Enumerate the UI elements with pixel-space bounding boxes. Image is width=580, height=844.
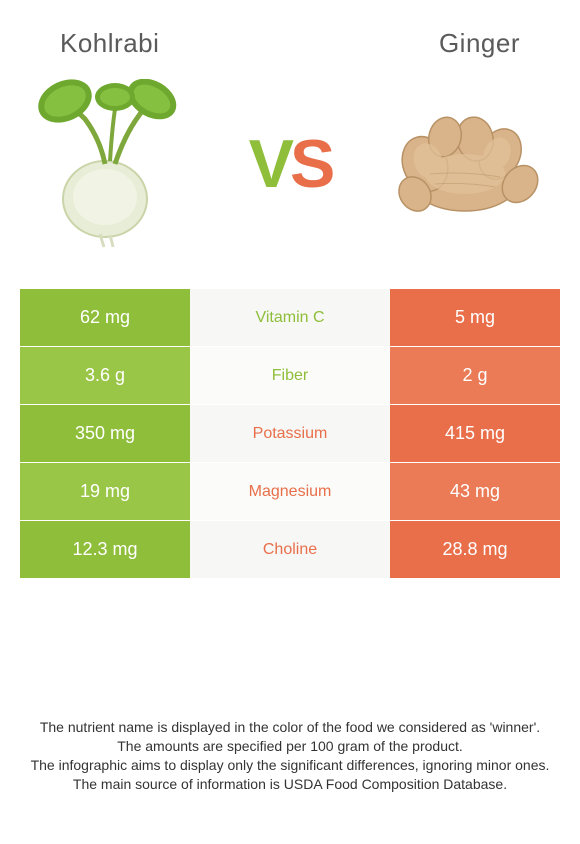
footnote-line: The main source of information is USDA F… xyxy=(20,775,560,794)
right-value: 5 mg xyxy=(390,289,560,346)
food-title-left: Kohlrabi xyxy=(60,28,159,59)
right-value: 415 mg xyxy=(390,405,560,462)
vs-label: VS xyxy=(249,125,332,203)
table-row: 3.6 g Fiber 2 g xyxy=(20,347,560,405)
nutrient-label: Vitamin C xyxy=(190,289,390,346)
left-value: 3.6 g xyxy=(20,347,190,404)
table-row: 350 mg Potassium 415 mg xyxy=(20,405,560,463)
footnotes: The nutrient name is displayed in the co… xyxy=(0,718,580,794)
kohlrabi-image xyxy=(30,79,200,249)
nutrient-label: Potassium xyxy=(190,405,390,462)
footnote-line: The nutrient name is displayed in the co… xyxy=(20,718,560,737)
vs-s: S xyxy=(290,126,331,202)
footnote-line: The amounts are specified per 100 gram o… xyxy=(20,737,560,756)
comparison-table: 62 mg Vitamin C 5 mg 3.6 g Fiber 2 g 350… xyxy=(20,289,560,579)
left-value: 350 mg xyxy=(20,405,190,462)
left-value: 62 mg xyxy=(20,289,190,346)
table-row: 12.3 mg Choline 28.8 mg xyxy=(20,521,560,579)
nutrient-label: Fiber xyxy=(190,347,390,404)
ginger-image xyxy=(380,79,550,249)
table-row: 62 mg Vitamin C 5 mg xyxy=(20,289,560,347)
vs-v: V xyxy=(249,126,290,202)
left-value: 19 mg xyxy=(20,463,190,520)
left-value: 12.3 mg xyxy=(20,521,190,578)
nutrient-label: Magnesium xyxy=(190,463,390,520)
table-row: 19 mg Magnesium 43 mg xyxy=(20,463,560,521)
right-value: 43 mg xyxy=(390,463,560,520)
nutrient-label: Choline xyxy=(190,521,390,578)
food-title-right: Ginger xyxy=(439,28,520,59)
images-row: VS xyxy=(0,59,580,279)
right-value: 2 g xyxy=(390,347,560,404)
footnote-line: The infographic aims to display only the… xyxy=(20,756,560,775)
right-value: 28.8 mg xyxy=(390,521,560,578)
header: Kohlrabi Ginger xyxy=(0,0,580,59)
